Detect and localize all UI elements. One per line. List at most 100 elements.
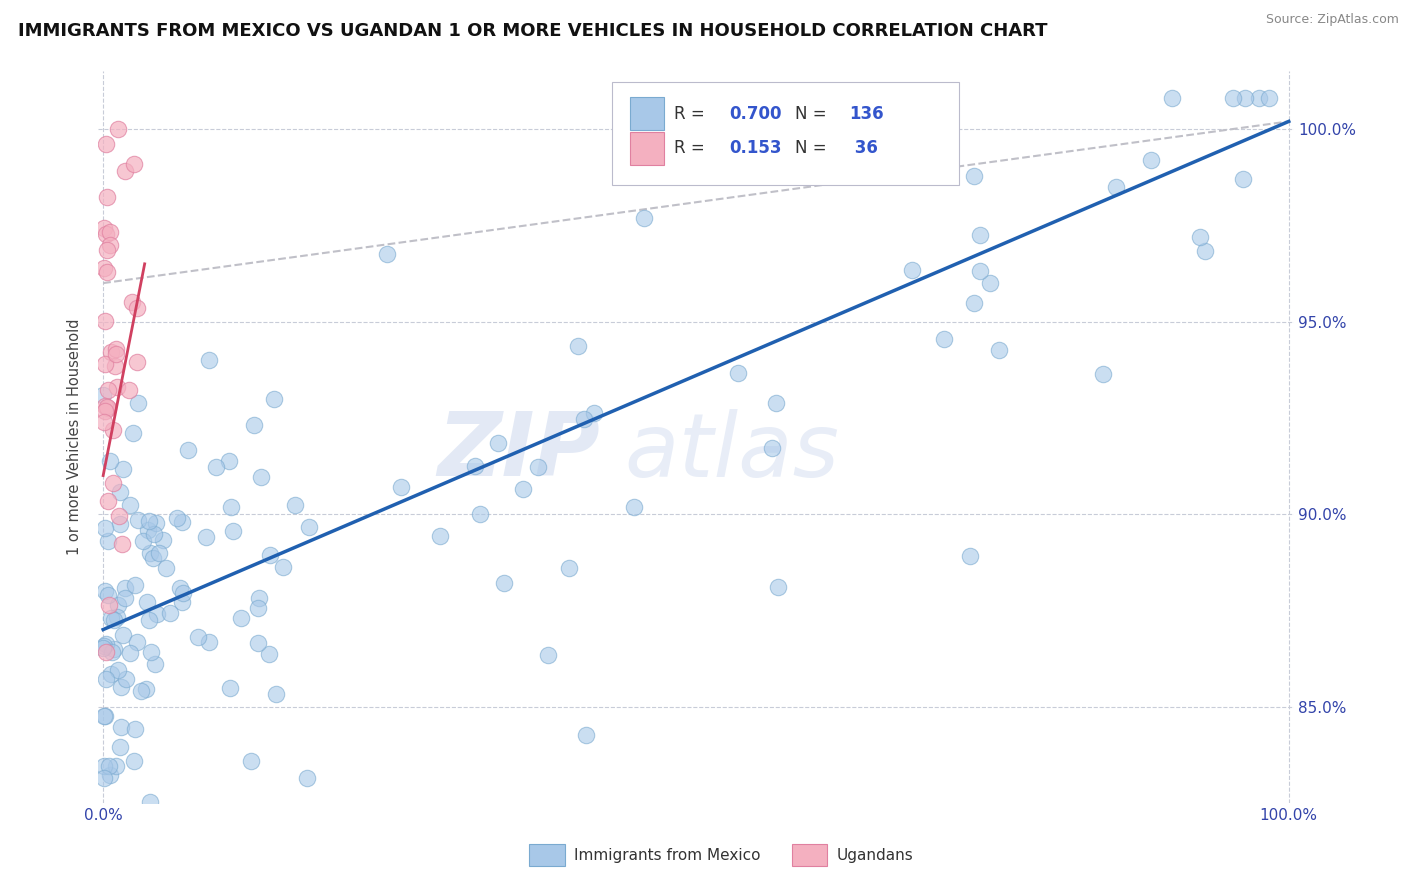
Point (558, 560, 581, 574)
Point (100, 667, 122, 681)
Point (124, 578, 146, 592)
Point (198, 634, 221, 648)
Point (221, 500, 243, 515)
Point (135, 681, 157, 696)
Point (94, 709, 117, 723)
Point (198, 352, 221, 367)
Point (105, 610, 128, 624)
Point (104, 347, 127, 361)
Point (97, 383, 120, 397)
Point (389, 480, 412, 494)
Point (152, 533, 174, 547)
Point (97, 534, 120, 549)
Point (143, 657, 166, 671)
Point (934, 332, 956, 346)
Point (963, 169, 986, 183)
Point (142, 550, 165, 565)
Point (96, 265, 118, 279)
Text: 0.700: 0.700 (730, 104, 782, 123)
Text: 136: 136 (849, 104, 883, 123)
Point (170, 595, 193, 609)
Point (240, 754, 263, 768)
Point (108, 485, 131, 500)
Text: Source: ZipAtlas.com: Source: ZipAtlas.com (1265, 13, 1399, 27)
Text: N =: N = (796, 139, 832, 157)
Point (110, 680, 132, 694)
Point (494, 576, 516, 591)
Point (105, 343, 128, 357)
Point (176, 443, 198, 458)
Point (284, 498, 307, 512)
Point (97, 588, 120, 602)
Point (93, 400, 115, 414)
Point (107, 598, 129, 612)
Point (97, 401, 120, 416)
Point (155, 561, 177, 575)
Point (124, 157, 146, 171)
Point (537, 648, 560, 662)
Point (136, 523, 159, 537)
Bar (630, 97, 664, 130)
Point (257, 647, 280, 661)
Point (125, 634, 148, 648)
Point (94, 404, 117, 418)
Point (93, 415, 115, 429)
Point (172, 586, 194, 600)
Bar (792, 845, 827, 866)
Point (1194, 244, 1216, 259)
Point (247, 636, 270, 650)
Point (94, 645, 117, 659)
Text: ZIP: ZIP (437, 409, 600, 495)
Point (969, 264, 991, 278)
Point (295, 771, 318, 785)
Point (105, 380, 128, 394)
Point (526, 459, 548, 474)
Point (242, 417, 264, 432)
Point (512, 482, 534, 496)
Point (111, 536, 134, 550)
Point (93, 759, 115, 773)
Text: Ugandans: Ugandans (837, 848, 914, 863)
Point (93, 583, 115, 598)
Point (768, 581, 790, 595)
Point (170, 515, 193, 529)
Point (101, 645, 124, 659)
Point (623, 500, 645, 515)
Point (247, 591, 270, 605)
Point (259, 549, 281, 563)
Point (94, 227, 117, 242)
Point (464, 458, 486, 473)
Point (166, 511, 188, 525)
Point (94, 672, 117, 686)
Text: IMMIGRANTS FROM MEXICO VS UGANDAN 1 OR MORE VEHICLES IN HOUSEHOLD CORRELATION CH: IMMIGRANTS FROM MEXICO VS UGANDAN 1 OR M… (18, 22, 1047, 40)
Point (98, 759, 121, 773)
Point (218, 681, 240, 695)
Point (271, 559, 294, 574)
Point (429, 529, 451, 543)
Point (1234, 91, 1257, 105)
Point (1249, 91, 1271, 105)
Point (204, 460, 226, 475)
Text: R =: R = (675, 104, 710, 123)
Point (103, 642, 125, 657)
Point (118, 498, 141, 512)
Point (96, 243, 118, 257)
Point (111, 628, 134, 642)
Point (139, 795, 162, 809)
Point (159, 606, 181, 620)
Point (114, 591, 136, 606)
Point (94, 637, 117, 651)
Point (145, 516, 167, 531)
Text: Immigrants from Mexico: Immigrants from Mexico (574, 848, 761, 863)
Point (129, 683, 152, 698)
Point (1188, 230, 1211, 244)
Point (727, 366, 749, 380)
Point (107, 663, 129, 677)
Y-axis label: 1 or more Vehicles in Household: 1 or more Vehicles in Household (67, 318, 83, 556)
Point (263, 392, 285, 407)
Point (148, 546, 170, 560)
Point (127, 396, 149, 410)
Point (187, 630, 209, 644)
Point (98, 454, 121, 468)
Point (114, 164, 136, 178)
